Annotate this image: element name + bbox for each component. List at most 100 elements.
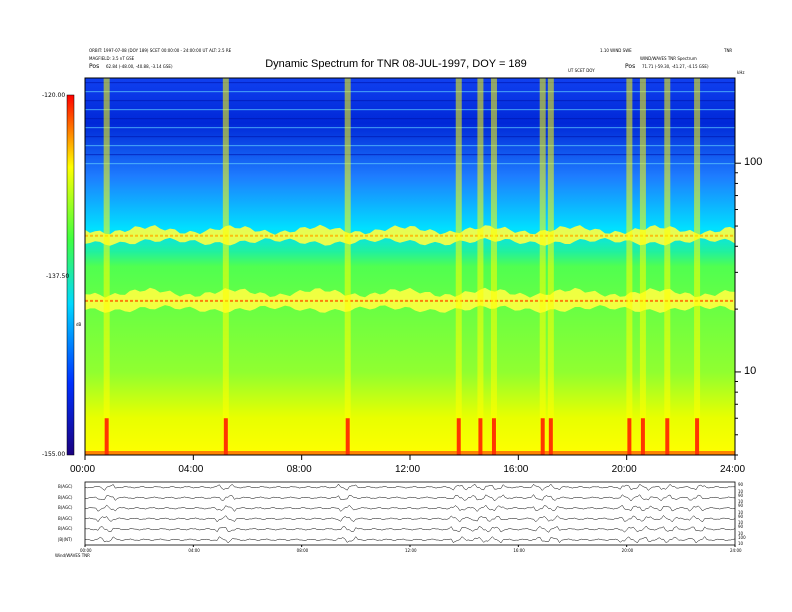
colorbar-mid-label: -137.50 bbox=[46, 273, 70, 280]
panel-right-tick: 10 bbox=[738, 520, 744, 525]
channel-stripe bbox=[85, 100, 735, 102]
colorbar-top-label: -120.00 bbox=[42, 92, 66, 99]
burst-core bbox=[345, 418, 350, 455]
burst-core bbox=[665, 418, 670, 455]
magnetometer-trace bbox=[84, 515, 736, 523]
spectrogram-image bbox=[85, 78, 735, 455]
channel-stripe bbox=[85, 154, 735, 156]
lower-x-tick-label: 00:00 bbox=[80, 548, 92, 553]
burst-core bbox=[104, 418, 109, 455]
lower-footer: Wind/WAVES TNR bbox=[55, 553, 90, 558]
header-right-pos-value: 71.71 (-59.30, -41.27, -4.15 GSE) bbox=[642, 64, 709, 69]
colorbar-frame bbox=[66, 94, 75, 456]
colorbar-axis-label: dB bbox=[76, 322, 82, 327]
burst-column bbox=[103, 78, 110, 455]
burst-core bbox=[695, 418, 700, 455]
lower-x-tick-label: 16:00 bbox=[513, 548, 525, 553]
channel-stripe bbox=[85, 136, 735, 138]
channel-stripe bbox=[85, 91, 735, 93]
magnetometer-trace bbox=[84, 525, 736, 533]
burst-core bbox=[478, 418, 483, 455]
burst-column bbox=[344, 78, 351, 455]
lower-x-tick-label: 08:00 bbox=[296, 548, 309, 553]
lower-x-tick-label: 24:00 bbox=[730, 548, 742, 553]
channel-stripe bbox=[85, 163, 735, 165]
header-right-line2: WIND/WAVES TNR Spectrum bbox=[640, 56, 697, 61]
header-right-pos-label: Pos bbox=[625, 63, 636, 70]
panel-right-tick: 90 bbox=[738, 524, 744, 529]
x-tick-label: 12:00 bbox=[395, 464, 421, 475]
panel-right-tick: 90 bbox=[738, 513, 744, 519]
lower-panel-frame bbox=[84, 481, 736, 546]
burst-core bbox=[491, 418, 496, 455]
burst-core bbox=[640, 418, 645, 455]
burst-column bbox=[639, 78, 646, 455]
burst-column bbox=[455, 78, 462, 455]
header-pos-value: 62.84 (-48.00, -40.88, -3.14 GSE) bbox=[106, 64, 173, 69]
magnetometer-trace bbox=[84, 483, 736, 491]
channel-stripe bbox=[85, 82, 735, 84]
panel-right-tick: 10 bbox=[738, 530, 744, 536]
header-right-tag: TNR bbox=[724, 48, 733, 53]
lower-x-tick-label: 20:00 bbox=[621, 548, 634, 553]
chart-title: Dynamic Spectrum for TNR 08-JUL-1997, DO… bbox=[265, 58, 527, 70]
header-orbit-text: ORBIT: 1997-07-08 (DOY 189) SCET 00:00:0… bbox=[89, 48, 232, 53]
spectrogram-background bbox=[85, 78, 735, 455]
header-pos-label: Pos bbox=[89, 63, 100, 70]
burst-column bbox=[547, 78, 554, 455]
burst-core bbox=[456, 418, 461, 455]
header-right-line1: 1.10 WIND SWE bbox=[600, 48, 632, 53]
header-magfield-text: MAGFIELD: 3.5 nT GSE bbox=[89, 56, 135, 61]
magnetometer-trace bbox=[84, 504, 736, 512]
low-freq-rim bbox=[85, 451, 735, 455]
x-tick-label: 08:00 bbox=[286, 464, 312, 475]
panel-label: B(AGC) bbox=[58, 494, 73, 500]
magnetometer-trace bbox=[84, 536, 736, 544]
burst-column bbox=[222, 78, 229, 455]
channel-stripe bbox=[85, 109, 735, 111]
burst-core bbox=[548, 418, 553, 455]
x-axis-ticks bbox=[84, 455, 736, 460]
channel-stripe bbox=[85, 118, 735, 120]
panel-right-tick: 10 bbox=[738, 541, 744, 546]
header-right-line3: UT SCET DOY bbox=[568, 68, 595, 73]
burst-column bbox=[664, 78, 671, 455]
panel-label: B(AGC) bbox=[58, 484, 73, 490]
burst-column bbox=[477, 78, 484, 455]
x-tick-label: 00:00 bbox=[70, 464, 96, 475]
panel-label: B(AGC) bbox=[58, 515, 73, 521]
burst-column bbox=[626, 78, 633, 455]
y-tick-label: 10 bbox=[744, 364, 757, 377]
panel-right-tick: 90 bbox=[738, 503, 744, 508]
burst-core bbox=[540, 418, 545, 455]
x-tick-label: 24:00 bbox=[720, 464, 746, 475]
panel-right-tick: 10 bbox=[738, 488, 744, 494]
freq-unit-label: kHz bbox=[737, 70, 745, 75]
burst-core bbox=[627, 418, 632, 455]
panel-right-tick: 10 bbox=[738, 499, 744, 504]
lower-x-tick-label: 04:00 bbox=[188, 548, 200, 553]
magnetometer-trace bbox=[84, 494, 736, 502]
panel-right-tick: 100 bbox=[738, 534, 746, 540]
magnetometer-panels bbox=[84, 481, 736, 547]
x-tick-label: 04:00 bbox=[178, 464, 204, 475]
panel-right-tick: 10 bbox=[738, 509, 744, 515]
panel-right-tick: 90 bbox=[738, 482, 744, 487]
panel-right-tick: 90 bbox=[738, 492, 744, 498]
y-tick-label: 100 bbox=[744, 156, 763, 169]
burst-column bbox=[694, 78, 701, 455]
burst-column bbox=[539, 78, 546, 455]
lower-x-tick-label: 12:00 bbox=[405, 548, 417, 553]
panel-label: B(AGC) bbox=[58, 505, 73, 511]
channel-stripe bbox=[85, 127, 735, 129]
burst-column bbox=[490, 78, 497, 455]
x-tick-label: 16:00 bbox=[503, 464, 529, 475]
colorbar-bottom-label: -155.00 bbox=[42, 451, 66, 458]
panel-label: B(AGC) bbox=[58, 526, 73, 532]
channel-stripe bbox=[85, 145, 735, 147]
panel-label: |B|(NT) bbox=[58, 536, 72, 542]
burst-core bbox=[223, 418, 228, 455]
y-axis-ticks bbox=[735, 162, 741, 456]
